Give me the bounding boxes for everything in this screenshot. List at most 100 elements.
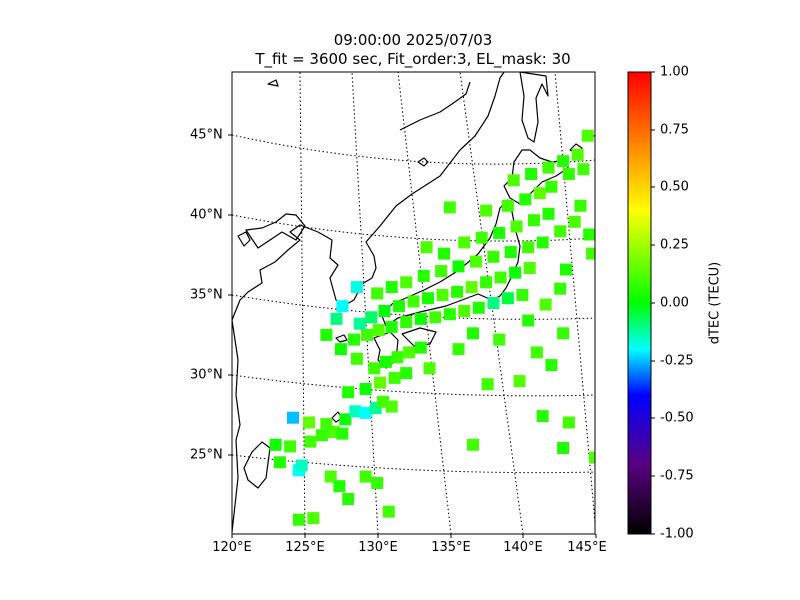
dtec-point [577, 163, 590, 176]
dtec-point [571, 148, 584, 161]
dtec-point [435, 265, 448, 278]
dtec-point [400, 367, 413, 380]
dtec-point [475, 231, 488, 244]
dtec-point [583, 228, 595, 241]
lon-label: 125°E [285, 540, 325, 555]
lon-label: 120°E [212, 540, 252, 555]
dtec-point [417, 269, 430, 282]
dtec-point [451, 285, 464, 298]
dtec-point [365, 311, 378, 324]
dtec-point [504, 246, 517, 258]
dtec-point [359, 383, 372, 395]
dtec-point [407, 295, 420, 308]
dtec-point [472, 301, 485, 314]
colorbar-tick-label: 0.25 [660, 237, 689, 253]
lat-label: 40°N [190, 207, 223, 223]
dtec-point [333, 480, 346, 493]
dtec-point [480, 276, 493, 289]
dtec-point [494, 271, 507, 284]
dtec-point [545, 180, 558, 193]
dtec-point [304, 435, 317, 448]
dtec-point [334, 343, 347, 356]
dtec-point [320, 418, 333, 431]
lon-label: 130°E [358, 540, 398, 555]
dtec-point [422, 292, 434, 305]
dtec-point [523, 262, 536, 274]
dtec-point [557, 155, 570, 168]
dtec-point [452, 343, 465, 356]
dtec-point [525, 168, 538, 180]
dtec-point [513, 375, 526, 388]
dtec-point [516, 289, 529, 301]
dtec-point [287, 411, 299, 424]
dtec-point [320, 328, 333, 341]
dtec-point [557, 442, 570, 454]
dtec-point [273, 456, 286, 469]
dtec-point [372, 324, 385, 337]
dtec-point [330, 312, 343, 325]
dtec-point [487, 250, 500, 263]
dtec-point [353, 317, 366, 330]
map-title: 09:00:00 2025/07/03 [333, 31, 493, 49]
colorbar-tick-marks [651, 71, 655, 535]
dtec-point [359, 470, 372, 483]
dtec-point [371, 287, 384, 300]
dtec-point [423, 362, 436, 375]
dtec-point [361, 328, 373, 341]
dtec-point [379, 355, 392, 368]
dtec-point [443, 201, 456, 214]
dtec-point [378, 305, 391, 317]
lon-label: 145°E [567, 540, 607, 555]
dtec-point [349, 405, 362, 418]
dtec-point [385, 281, 398, 294]
dtec-point [269, 438, 282, 451]
dtec-point [438, 247, 450, 260]
lon-tick-marks [231, 534, 597, 538]
colorbar-tick-label: 1.00 [660, 64, 689, 80]
lon-label: 140°E [503, 540, 543, 555]
colorbar-tick-label: 0.75 [660, 122, 689, 138]
colorbar-tick-label: 0.50 [660, 179, 689, 195]
dtec-point [388, 371, 401, 384]
dtec-point [400, 276, 413, 289]
dtec-point [292, 513, 305, 526]
dtec-point [339, 413, 352, 426]
dtec-points [269, 129, 595, 526]
dtec-point [342, 386, 355, 399]
colorbar-label: dTEC (TECU) [707, 261, 723, 345]
dtec-point [522, 241, 535, 254]
dtec-point [469, 255, 482, 268]
dtec-point [429, 311, 442, 324]
lat-label: 35°N [190, 287, 223, 303]
dtec-point [324, 470, 337, 483]
dtec-point [452, 260, 465, 273]
dtec-point [589, 451, 595, 464]
colorbar [627, 71, 652, 535]
dtec-point [493, 226, 506, 239]
lat-tick-marks [228, 134, 232, 456]
dtec-point [458, 305, 471, 317]
colorbar-tick-label: 0.00 [660, 295, 689, 311]
dtec-point [374, 376, 387, 389]
dtec-point [385, 320, 398, 333]
dtec-point [467, 327, 479, 340]
dtec-point [545, 359, 558, 372]
dtec-point [536, 236, 549, 249]
dtec-point [562, 416, 575, 429]
dtec-point [493, 333, 506, 346]
dtec-point [481, 378, 494, 391]
map-subtitle: T_fit = 3600 sec, Fit_order:3, EL_mask: … [255, 50, 571, 68]
dtec-point [420, 241, 433, 254]
dtec-point [350, 352, 363, 365]
dtec-point [465, 281, 478, 294]
dtec-point [316, 429, 328, 442]
dtec-point [542, 207, 555, 220]
colorbar-tick-label: -0.75 [660, 468, 694, 484]
dtec-point [480, 204, 493, 217]
dtec-point [528, 214, 540, 227]
dtec-point [414, 312, 427, 325]
dtec-point [368, 362, 381, 375]
map-frame [231, 71, 596, 535]
dtec-point [554, 225, 567, 238]
